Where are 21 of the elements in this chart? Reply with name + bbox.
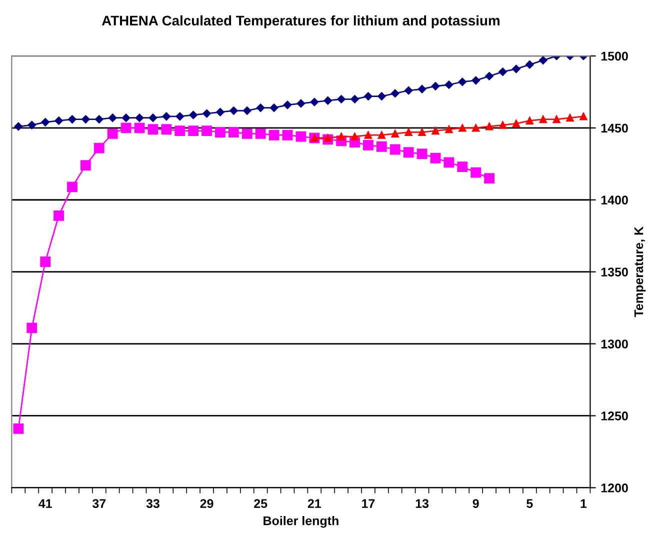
x-tick-label: 41	[38, 499, 52, 508]
x-tick-label: 21	[308, 499, 322, 508]
x-tick-label: 9	[472, 499, 479, 508]
x-tick-label: 29	[200, 499, 214, 508]
x-tick-label: 13	[416, 499, 429, 508]
y-tick-label: 1450	[601, 124, 628, 133]
y-tick-label: 1500	[601, 52, 628, 61]
y-tick-label: 1300	[601, 340, 628, 348]
chart-title: ATHENA Calculated Temperatures for lithium and potassium	[102, 15, 500, 28]
y-tick-label: 1400	[601, 196, 628, 205]
y-tick-label: 1200	[601, 483, 628, 492]
y-axis-title: Temperature, K	[634, 226, 646, 318]
x-tick-label: 37	[92, 499, 106, 508]
y-tick-label: 1250	[601, 412, 628, 420]
x-tick-label: 25	[254, 499, 268, 508]
x-tick-label: 33	[146, 499, 160, 508]
x-tick-label: 5	[526, 499, 533, 508]
y-tick-label: 1350	[601, 268, 628, 276]
x-axis-title: Boiler length	[264, 516, 338, 528]
x-tick-label: 1	[580, 499, 587, 508]
x-tick-label: 17	[362, 499, 375, 508]
